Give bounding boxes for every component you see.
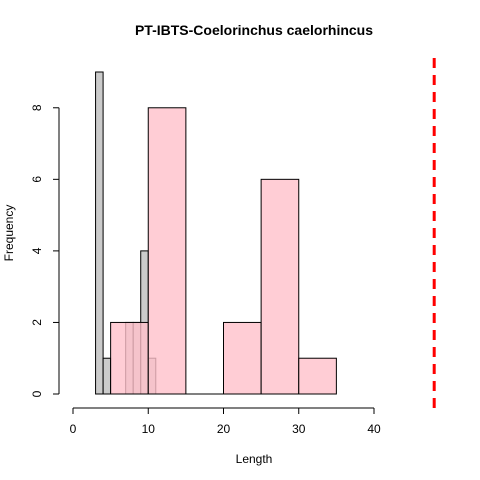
bar-series2-4 [223, 321, 262, 395]
x-tick-label-0: 0 [70, 422, 77, 436]
y-axis: 0 2 4 6 8 [30, 104, 60, 397]
y-tick-label-0: 0 [30, 390, 44, 397]
bar-series2-1 [110, 321, 149, 395]
y-axis-label: Frequency [2, 205, 16, 262]
x-axis-label: Length [236, 452, 273, 466]
y-tick-label-6: 6 [30, 176, 44, 183]
y-tick-label-8: 8 [30, 104, 44, 111]
y-tick-label-4: 4 [30, 247, 44, 254]
bar-series1-1 [95, 71, 104, 395]
bar-series2-5 [260, 178, 300, 395]
bar-series2-6 [298, 357, 337, 395]
y-tick-label-2: 2 [30, 319, 44, 326]
x-axis: 0 10 20 30 40 [70, 407, 381, 436]
histogram-bars [95, 71, 337, 395]
chart-title: PT-IBTS-Coelorinchus caelorhincus [135, 22, 373, 38]
x-tick-label-20: 20 [217, 422, 231, 436]
bar-series1-2 [102, 357, 112, 395]
x-tick-label-40: 40 [367, 422, 381, 436]
bar-series2-2 [147, 107, 187, 395]
x-tick-label-30: 30 [292, 422, 306, 436]
x-tick-label-10: 10 [142, 422, 156, 436]
